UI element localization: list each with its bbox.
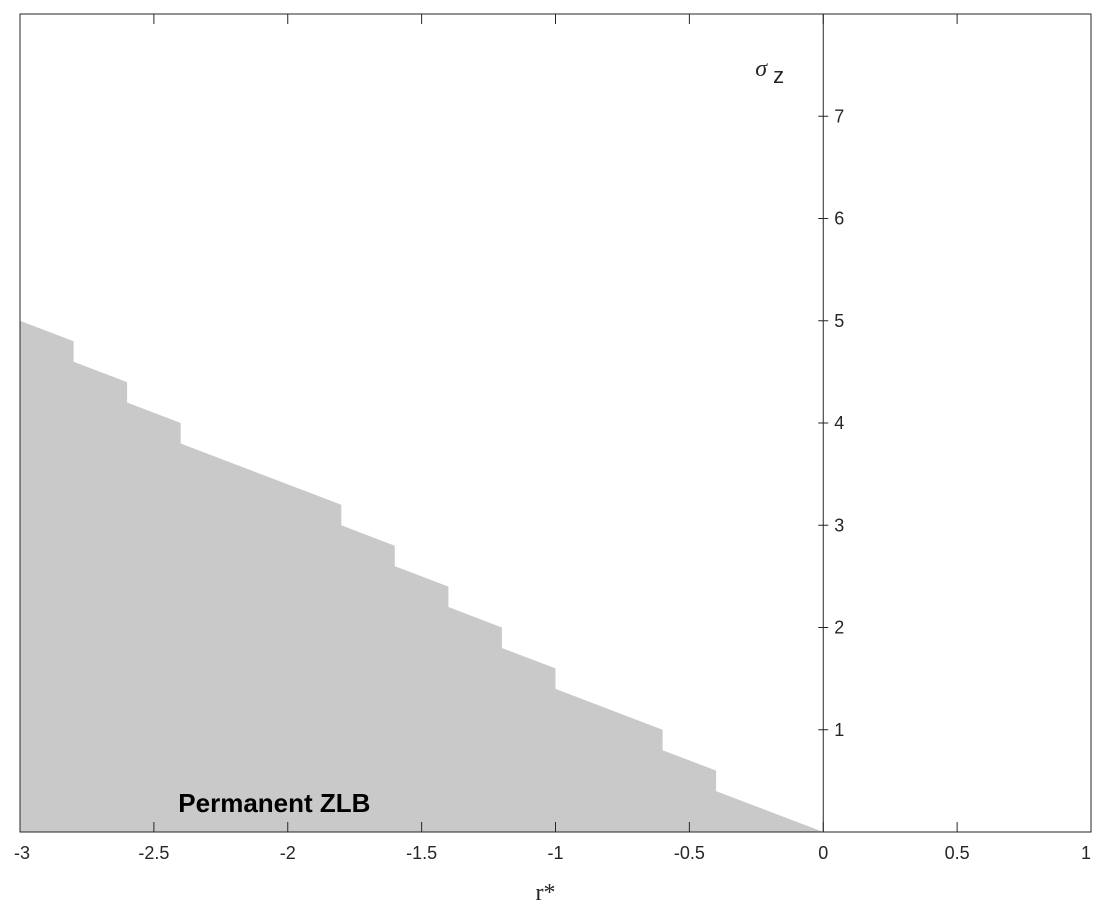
x-tick-label: -2 <box>280 843 296 863</box>
x-tick-label: 0.5 <box>945 843 970 863</box>
x-tick-label: -2.5 <box>138 843 169 863</box>
x-tick-label: -1 <box>547 843 563 863</box>
x-ticks: -3 -2.5 -2 -1.5 -1 -0.5 0 0.5 1 <box>14 14 1092 863</box>
x-tick-label: -1.5 <box>406 843 437 863</box>
x-tick-label: -0.5 <box>674 843 705 863</box>
y-tick-label: 3 <box>834 515 844 535</box>
y-tick-label: 6 <box>834 209 844 229</box>
permanent-zlb-region <box>20 320 824 832</box>
y-tick-label: 5 <box>834 311 844 331</box>
x-axis-label: r* <box>536 880 556 906</box>
y-tick-label: 4 <box>834 413 844 433</box>
y-tick-label: 2 <box>834 618 844 638</box>
region-label: Permanent ZLB <box>178 788 370 818</box>
y-axis-label-symbol: σ <box>755 56 768 82</box>
y-axis-label-subscript: z <box>773 63 784 88</box>
y-tick-label: 1 <box>834 720 844 740</box>
y-ticks: 1 2 3 4 5 6 7 <box>818 106 844 740</box>
y-tick-label: 7 <box>834 106 844 126</box>
y-axis-label: σ z <box>755 56 784 88</box>
x-tick-label: 0 <box>818 843 828 863</box>
x-tick-label: -3 <box>14 843 30 863</box>
x-tick-label: 1 <box>1081 843 1091 863</box>
